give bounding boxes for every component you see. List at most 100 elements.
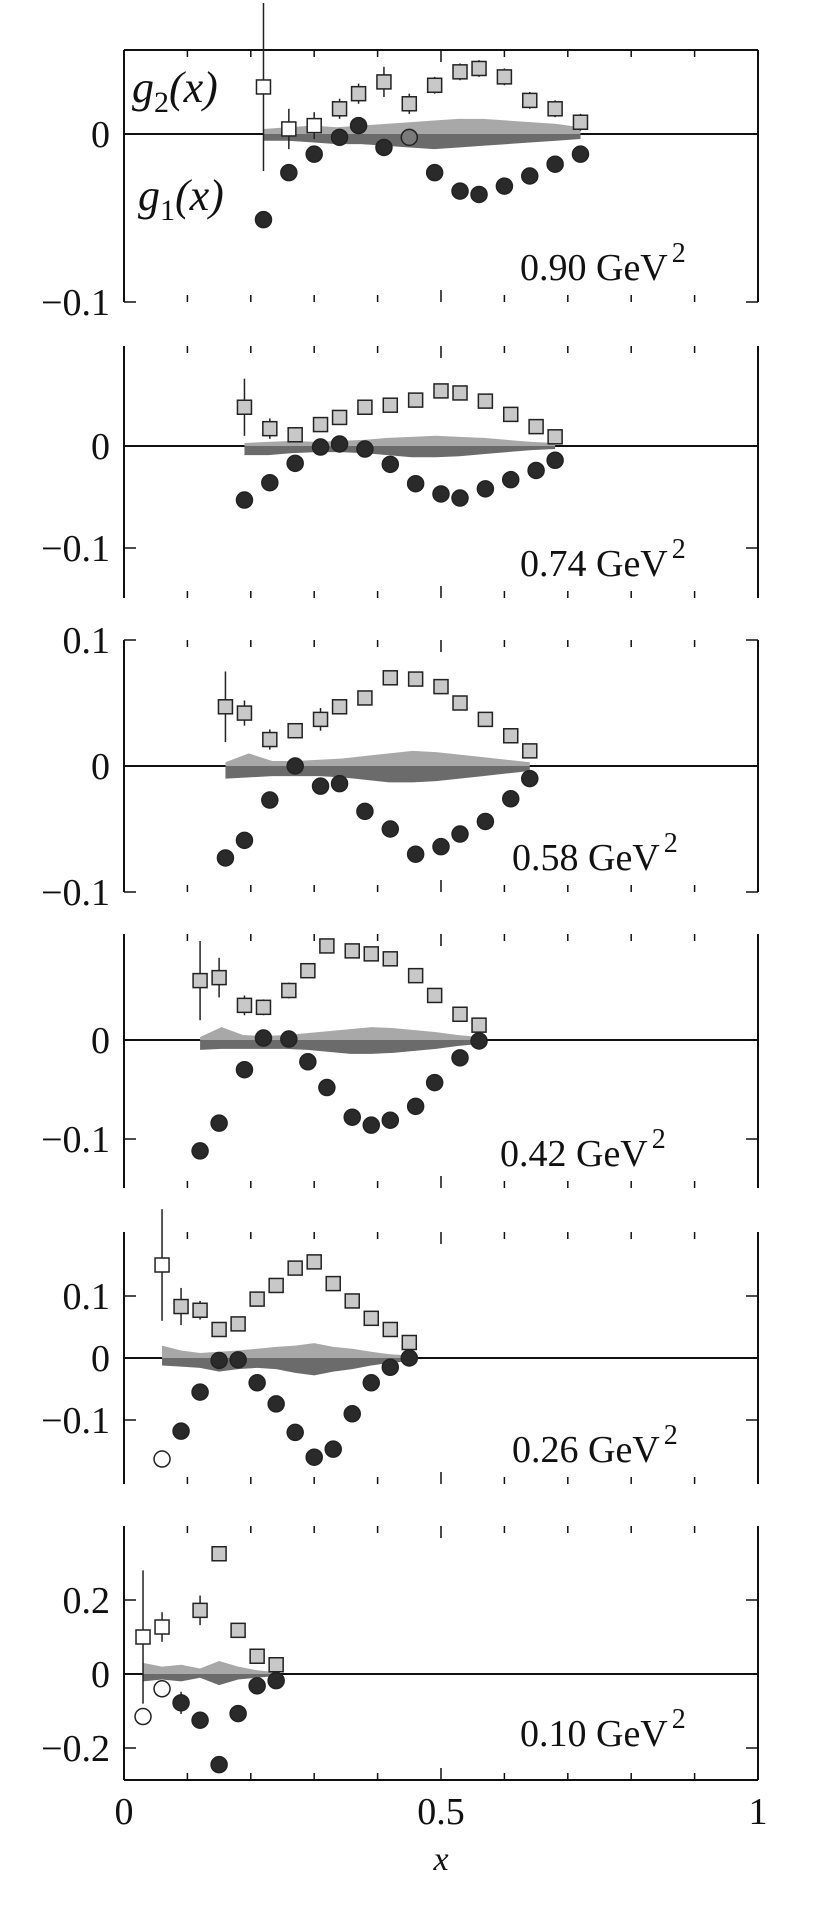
g2-point xyxy=(502,728,519,744)
g1-point xyxy=(356,802,374,821)
g2-point xyxy=(255,79,272,95)
g2-point xyxy=(268,1277,284,1294)
g1-point xyxy=(330,774,349,793)
g2-point xyxy=(376,74,392,90)
g1-point xyxy=(381,1358,400,1377)
g1-point xyxy=(521,167,539,185)
g2-point xyxy=(452,385,468,401)
panel-6: 0.20−0.2 0.10 GeV 20 0.5 1x xyxy=(41,1526,768,1878)
g1-point xyxy=(229,1351,247,1369)
g2-point xyxy=(211,1546,227,1562)
g1-point xyxy=(210,1351,228,1370)
g2-point xyxy=(452,64,468,80)
g2-point xyxy=(382,951,399,967)
g2-point xyxy=(477,393,494,409)
g1-point xyxy=(381,455,400,474)
g2-point xyxy=(300,962,316,979)
g2-point xyxy=(363,946,380,962)
g2-point xyxy=(211,969,227,986)
g2-point xyxy=(325,1275,341,1292)
error-band-upper xyxy=(143,1661,277,1674)
g1-point xyxy=(324,1440,342,1458)
g1-point xyxy=(381,820,400,838)
y-tick-label: 0 xyxy=(91,1020,110,1062)
g2-point xyxy=(350,85,367,102)
g2-point xyxy=(522,743,538,759)
g2-point xyxy=(287,1260,303,1276)
g1-point xyxy=(235,831,254,850)
g2-point xyxy=(344,1293,360,1309)
g2-point xyxy=(173,1298,189,1315)
y-tick-label: 0 xyxy=(91,426,110,468)
g2-point xyxy=(363,1310,380,1327)
g2-point xyxy=(382,670,399,686)
g1-point xyxy=(267,1395,285,1413)
g1-point xyxy=(343,1108,361,1126)
error-band-lower xyxy=(225,766,530,783)
g2-point xyxy=(262,420,278,437)
g1-point xyxy=(229,1704,247,1723)
q2-label: 0.42 GeV 2 xyxy=(500,1124,666,1175)
g1-point xyxy=(299,1053,317,1071)
g2-point xyxy=(331,409,348,426)
g2-point xyxy=(496,69,513,85)
g1-point xyxy=(191,1142,209,1160)
g2-point xyxy=(502,406,519,423)
g1-point xyxy=(400,1349,419,1367)
g1-point xyxy=(172,1422,190,1440)
g2-point xyxy=(528,418,544,435)
g1-point xyxy=(134,1707,152,1726)
g1-point xyxy=(546,451,564,470)
g2-point xyxy=(312,711,329,728)
g1-point xyxy=(261,473,279,492)
panel-5: 0.1 0 −0.1 0.26 GeV 2 xyxy=(41,1209,759,1484)
g2-point xyxy=(287,427,303,443)
g1-point xyxy=(305,1448,323,1466)
y-tick-label: −0.1 xyxy=(41,872,110,914)
error-band-lower xyxy=(162,1358,410,1376)
g2-point xyxy=(230,1316,246,1332)
panel-1: 0 −0.1 0.90 GeV 2 g2(x) g1(x) xyxy=(41,2,759,324)
g1-point xyxy=(375,138,393,157)
g2-point xyxy=(547,101,563,117)
g2-point xyxy=(426,987,443,1004)
g1-point xyxy=(254,1029,273,1047)
panel-3: 0.1 0 −0.1 0.58 GeV 2 xyxy=(41,620,759,914)
g2-point xyxy=(154,1619,170,1635)
error-band-lower xyxy=(200,1040,480,1054)
q2-label: 0.58 GeV 2 xyxy=(512,828,678,879)
g2-point xyxy=(306,1254,322,1270)
g2-point xyxy=(192,1302,208,1319)
g2-point xyxy=(471,60,487,77)
g1-point xyxy=(216,849,235,867)
g2-point xyxy=(268,1657,284,1673)
panel-4: 0 −0.1 0.42 GeV 2 xyxy=(41,934,759,1188)
g1-point xyxy=(235,1060,254,1079)
x-tick-label: 0 xyxy=(115,1791,134,1833)
g1-point xyxy=(311,777,330,795)
g1-point xyxy=(305,145,323,163)
g1-point xyxy=(521,769,539,788)
g1-point xyxy=(476,812,495,831)
legend-g1-label: g1(x) xyxy=(138,171,224,227)
legend-g2-label: g2(x) xyxy=(132,63,218,119)
g1-point xyxy=(311,438,330,456)
g1-point xyxy=(432,837,450,856)
g1-point xyxy=(451,825,469,843)
g1-point xyxy=(425,1073,444,1092)
g2-point xyxy=(312,416,329,433)
g2-point xyxy=(407,392,424,408)
error-band-upper xyxy=(200,1027,480,1040)
g2-point xyxy=(236,399,253,415)
g1-point xyxy=(191,1711,209,1729)
g2-point xyxy=(236,997,253,1014)
y-tick-label: 0 xyxy=(91,114,110,156)
y-tick-label: 0 xyxy=(91,1654,110,1696)
g2-point xyxy=(306,117,322,134)
g1-point xyxy=(349,116,368,135)
g1-point xyxy=(546,155,564,173)
g2-point xyxy=(154,1257,170,1273)
g1-point xyxy=(235,491,254,509)
g2-point xyxy=(319,938,335,954)
